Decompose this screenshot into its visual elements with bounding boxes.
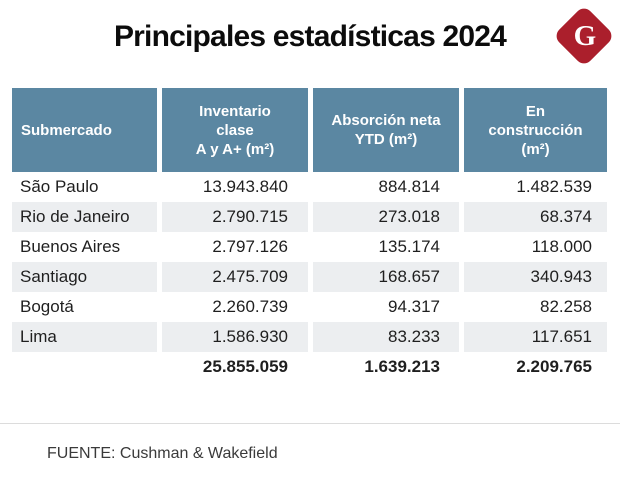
cell-inventario: 2.475.709 — [162, 262, 308, 292]
table-header-row: Submercado Inventario clase A y A+ (m²) … — [12, 88, 607, 172]
cell-construccion: 118.000 — [531, 237, 592, 256]
cell-construccion: 82.258 — [540, 297, 592, 316]
table-row: Santiago 2.475.709 168.657 340.943 — [12, 262, 607, 292]
cell-submercado: Bogotá — [20, 297, 74, 316]
cell-inventario: 2.797.126 — [212, 237, 288, 256]
cell-submercado: Santiago — [12, 262, 157, 292]
cell-construccion: 1.482.539 — [516, 177, 592, 196]
cell-absorcion: 273.018 — [313, 202, 459, 232]
column-header-construccion: En construcción (m²) — [464, 88, 607, 172]
cell-total-inventario: 25.855.059 — [162, 352, 308, 382]
cell-inventario: 2.260.739 — [212, 297, 288, 316]
page-title: Principales estadísticas 2024 — [113, 20, 507, 53]
statistics-table: Submercado Inventario clase A y A+ (m²) … — [12, 88, 607, 382]
cell-total-construccion: 2.209.765 — [464, 352, 607, 382]
cell-inventario: 1.586.930 — [162, 322, 308, 352]
cell-submercado: São Paulo — [20, 177, 99, 196]
cell-construccion: 117.651 — [464, 322, 607, 352]
column-header-absorcion: Absorción neta YTD (m²) — [313, 88, 459, 172]
cell-absorcion: 168.657 — [313, 262, 459, 292]
table-row: Buenos Aires 2.797.126 135.174 118.000 — [12, 232, 607, 262]
source-text: FUENTE: Cushman & Wakefield — [47, 445, 278, 462]
footer-divider — [0, 423, 620, 424]
cell-totals-label — [12, 352, 157, 382]
cell-submercado: Rio de Janeiro — [12, 202, 157, 232]
cell-construccion: 340.943 — [464, 262, 607, 292]
cell-absorcion: 135.174 — [378, 237, 440, 256]
cell-absorcion: 83.233 — [313, 322, 459, 352]
table-row: Lima 1.586.930 83.233 117.651 — [12, 322, 607, 352]
cell-inventario: 13.943.840 — [202, 177, 288, 196]
column-header-submercado: Submercado — [12, 88, 157, 172]
cell-total-absorcion: 1.639.213 — [313, 352, 459, 382]
table-totals-row: 25.855.059 1.639.213 2.209.765 — [12, 352, 607, 382]
table-row: São Paulo 13.943.840 884.814 1.482.539 — [12, 172, 607, 202]
cell-construccion: 68.374 — [464, 202, 607, 232]
cell-submercado: Lima — [12, 322, 157, 352]
cell-absorcion: 94.317 — [388, 297, 440, 316]
table-row: Rio de Janeiro 2.790.715 273.018 68.374 — [12, 202, 607, 232]
logo-letter: G — [573, 19, 597, 52]
cell-inventario: 2.790.715 — [162, 202, 308, 232]
column-header-inventario: Inventario clase A y A+ (m²) — [162, 88, 308, 172]
cell-absorcion: 884.814 — [378, 177, 440, 196]
gestion-logo-icon: G — [552, 4, 616, 68]
cell-submercado: Buenos Aires — [20, 237, 121, 256]
table-row: Bogotá 2.260.739 94.317 82.258 — [12, 292, 607, 322]
